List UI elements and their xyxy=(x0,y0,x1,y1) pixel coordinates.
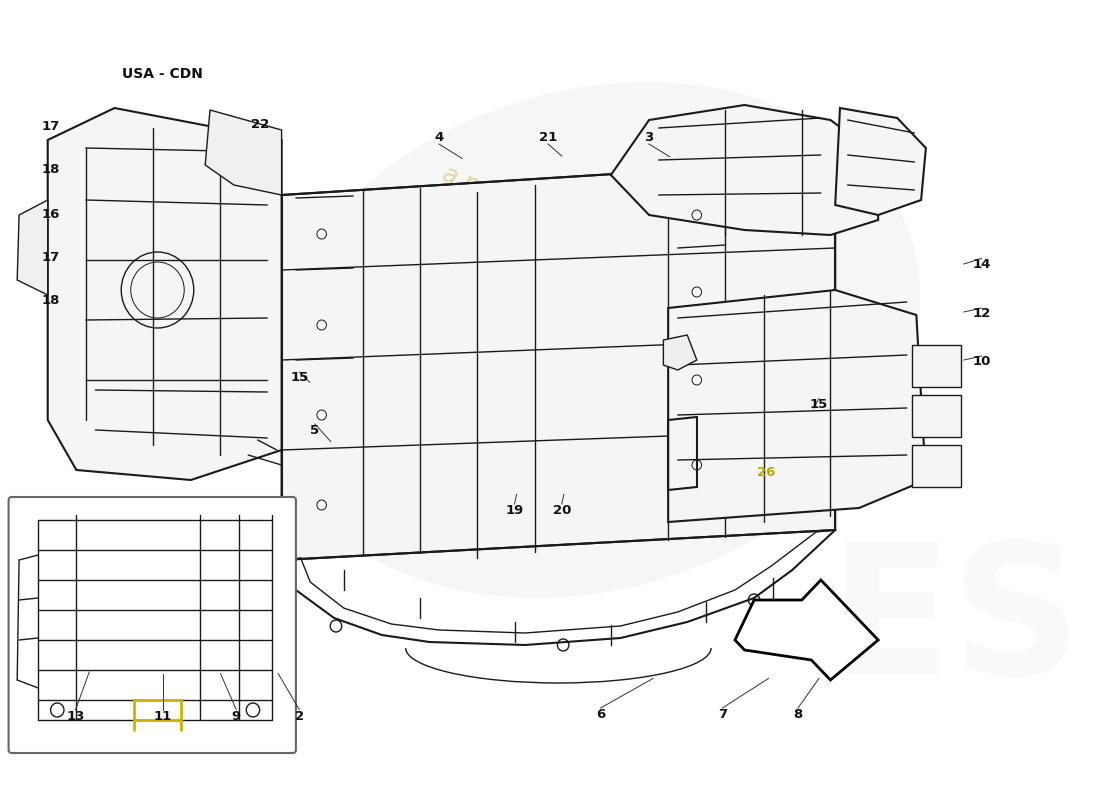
Text: 12: 12 xyxy=(972,307,991,320)
Text: a passion for parts since 1985: a passion for parts since 1985 xyxy=(439,162,779,318)
Polygon shape xyxy=(610,105,878,235)
Text: 18: 18 xyxy=(41,163,59,176)
Polygon shape xyxy=(282,160,835,560)
Polygon shape xyxy=(47,108,282,480)
Text: 3: 3 xyxy=(645,131,653,144)
Polygon shape xyxy=(206,110,282,195)
Text: ES: ES xyxy=(828,536,1082,712)
Text: 26: 26 xyxy=(757,466,776,478)
Text: 19: 19 xyxy=(505,504,524,517)
FancyBboxPatch shape xyxy=(912,345,961,387)
Polygon shape xyxy=(668,290,926,522)
Text: 15: 15 xyxy=(290,371,308,384)
Text: 9: 9 xyxy=(232,710,241,722)
FancyBboxPatch shape xyxy=(912,395,961,437)
Ellipse shape xyxy=(263,82,921,598)
Text: 10: 10 xyxy=(972,355,991,368)
Text: 6: 6 xyxy=(596,708,605,721)
Text: 15: 15 xyxy=(810,398,828,410)
Text: 20: 20 xyxy=(552,504,571,517)
Polygon shape xyxy=(18,200,47,295)
Text: 18: 18 xyxy=(41,294,59,306)
FancyBboxPatch shape xyxy=(9,497,296,753)
Polygon shape xyxy=(835,108,926,215)
Text: USA - CDN: USA - CDN xyxy=(122,66,204,81)
Text: 22: 22 xyxy=(251,118,270,130)
Text: 2: 2 xyxy=(295,710,304,722)
Polygon shape xyxy=(663,335,696,370)
Text: 8: 8 xyxy=(793,708,803,721)
Text: 5: 5 xyxy=(310,424,320,437)
Text: 17: 17 xyxy=(42,120,59,133)
Text: 4: 4 xyxy=(434,131,443,144)
Text: 14: 14 xyxy=(972,258,991,270)
Text: 17: 17 xyxy=(42,251,59,264)
Text: 21: 21 xyxy=(539,131,558,144)
Polygon shape xyxy=(735,580,878,680)
Text: 13: 13 xyxy=(66,710,85,722)
Text: 7: 7 xyxy=(718,708,727,721)
FancyBboxPatch shape xyxy=(912,445,961,487)
Text: 11: 11 xyxy=(154,710,172,722)
Text: 16: 16 xyxy=(41,208,59,221)
